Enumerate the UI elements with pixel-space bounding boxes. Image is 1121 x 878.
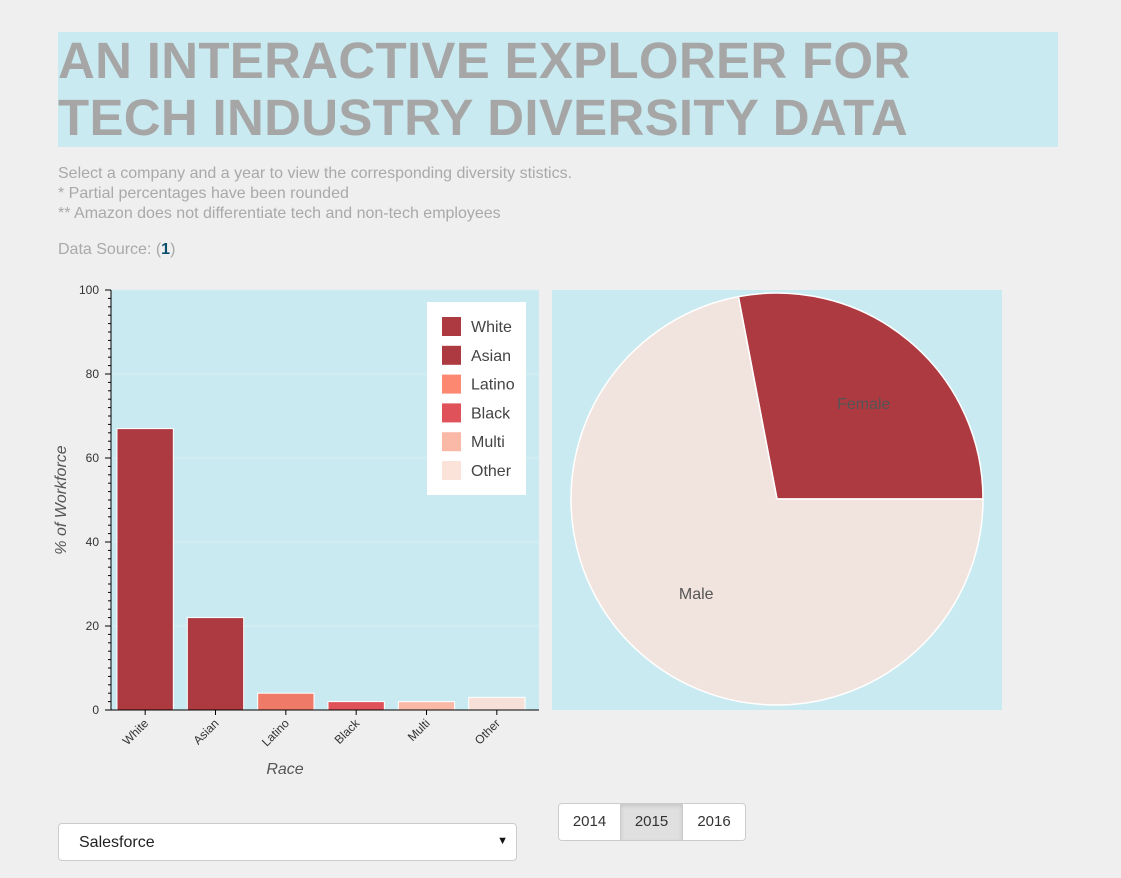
page-title: AN INTERACTIVE EXPLORER FOR TECH INDUSTR… bbox=[58, 32, 911, 146]
bar-white[interactable] bbox=[116, 428, 174, 711]
y-tick-label: 40 bbox=[86, 535, 100, 549]
x-tick-label: Multi bbox=[405, 716, 433, 744]
bar-multi[interactable] bbox=[397, 701, 456, 711]
bar-other[interactable] bbox=[468, 696, 526, 711]
bar-black[interactable] bbox=[327, 701, 385, 711]
legend-label: Multi bbox=[471, 434, 505, 451]
footnote-amazon: ** Amazon does not differentiate tech an… bbox=[58, 205, 501, 222]
y-tick-label: 60 bbox=[86, 451, 100, 465]
bar-asian[interactable] bbox=[186, 617, 245, 711]
title-banner bbox=[58, 32, 1058, 147]
legend-label: Other bbox=[471, 463, 512, 480]
data-source-suffix: ) bbox=[170, 241, 176, 258]
chevron-down-icon: ▼ bbox=[497, 835, 508, 847]
data-source-prefix: Data Source: ( bbox=[58, 241, 162, 258]
bar-latino[interactable] bbox=[257, 692, 315, 711]
gender-pie-chart: Female Male bbox=[552, 290, 1002, 710]
x-tick-label: White bbox=[120, 716, 152, 748]
pie-label-female: Female bbox=[837, 396, 890, 413]
legend-swatch bbox=[442, 374, 461, 394]
year-button-2015[interactable]: 2015 bbox=[621, 804, 683, 840]
year-button-group: 2014 2015 2016 bbox=[558, 803, 746, 841]
legend-swatch bbox=[442, 317, 461, 336]
year-button-2014[interactable]: 2014 bbox=[559, 804, 621, 840]
y-tick-label: 20 bbox=[86, 619, 100, 633]
legend-swatch bbox=[442, 432, 461, 452]
y-tick-label: 80 bbox=[86, 367, 100, 381]
x-tick-label: Black bbox=[332, 716, 363, 747]
legend-swatch bbox=[442, 461, 461, 480]
legend-swatch bbox=[442, 403, 461, 423]
footnote-rounded: * Partial percentages have been rounded bbox=[58, 185, 349, 202]
legend-label: Asian bbox=[471, 348, 511, 365]
legend-label: Latino bbox=[471, 377, 515, 394]
company-select[interactable]: Salesforce ▼ bbox=[58, 823, 517, 861]
pie-label-male: Male bbox=[679, 586, 714, 603]
pie-slice-male[interactable] bbox=[570, 295, 984, 706]
x-tick-label: Asian bbox=[190, 716, 221, 747]
x-axis-title: Race bbox=[266, 761, 303, 778]
y-tick-label: 100 bbox=[79, 283, 99, 297]
description-line: Select a company and a year to view the … bbox=[58, 165, 573, 182]
legend-swatch bbox=[442, 345, 461, 365]
company-select-value: Salesforce bbox=[79, 834, 155, 851]
y-tick-label: 0 bbox=[92, 703, 99, 717]
legend-label: White bbox=[471, 319, 512, 336]
y-axis-title: % of Workforce bbox=[53, 445, 70, 554]
data-source-link[interactable]: 1 bbox=[161, 241, 171, 258]
x-tick-label: Other bbox=[472, 716, 503, 747]
pie-slice-female[interactable] bbox=[737, 292, 984, 500]
data-source: Data Source: (1) bbox=[58, 241, 175, 259]
x-tick-label: Latino bbox=[259, 716, 292, 749]
race-bar-chart: White Asian Latino Black Multi Other 0 20 40 60 80… bbox=[53, 283, 539, 778]
legend-label: Black bbox=[471, 405, 511, 422]
year-button-2016[interactable]: 2016 bbox=[683, 804, 745, 840]
